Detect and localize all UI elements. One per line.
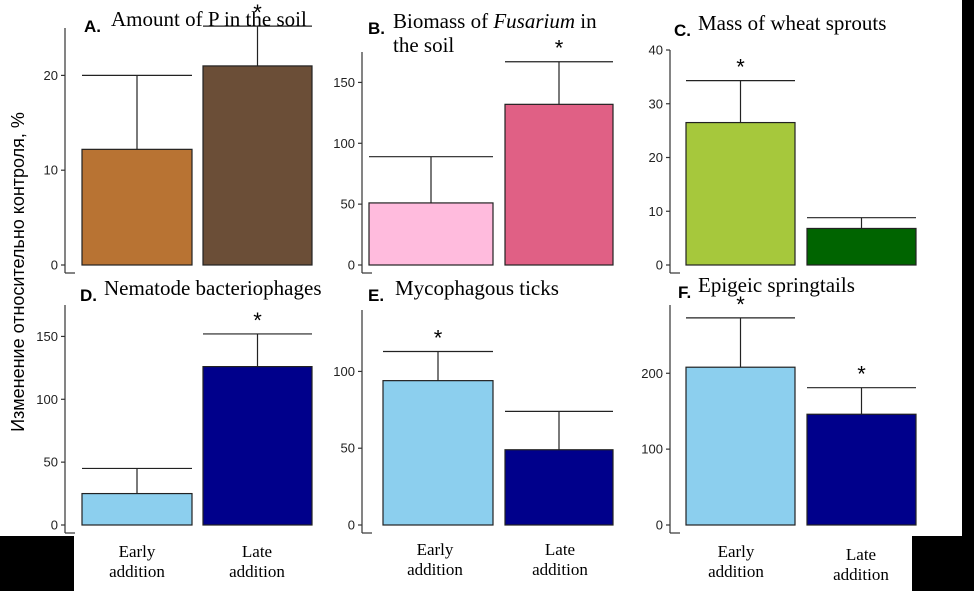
panel-e: 0 50 100 * E. Mycophagous ticks [333,276,614,534]
bar-late [806,413,917,526]
y-tick-label: 0 [51,518,58,533]
title-segment: Nematode bacteriophages [104,276,322,300]
x-category-label: addition [833,565,889,584]
y-tick-label: 200 [641,366,663,381]
significance-star: * [857,362,866,387]
bar-late [504,103,614,266]
significance-star: * [434,325,443,350]
y-tick-label: 100 [333,364,355,379]
y-tick-label: 40 [649,43,663,58]
panel-f: 0 100 200 * * F. Epigeic springtails [641,273,917,534]
bar-late [806,227,917,266]
y-tick-label: 100 [641,442,663,457]
title-segment: Epigeic springtails [698,273,855,297]
panel-letter: C. [674,21,691,40]
bar-early [81,492,193,526]
x-category-label: Late [846,545,876,564]
y-tick-label: 30 [649,96,663,111]
x-category-label: Late [242,542,272,561]
panel-letter: F. [678,283,691,302]
y-tick-label: 150 [333,75,355,90]
x-category-label: Early [417,540,454,559]
bar-early [81,148,193,266]
title-segment: the soil [393,33,454,57]
title-segment: Fusarium [492,9,575,33]
y-tick-label: 0 [348,258,355,273]
panel-title: Mass of wheat sprouts [698,11,886,35]
bar-late [504,449,614,526]
bar-late [202,366,313,526]
panel-title: the soil [393,33,454,57]
significance-star: * [555,36,564,61]
panel-letter: E. [368,286,384,305]
panel-d: 0 50 100 150 * D. Nematode bacteriophages [36,276,322,534]
bar-late [202,65,313,266]
panel-a: 0 10 20 * A. Amount of P in the soil [44,0,313,274]
y-tick-label: 100 [333,136,355,151]
y-tick-label: 20 [44,68,58,83]
panel-title: Biomass of Fusarium in [393,9,597,33]
title-segment: in [575,9,597,33]
y-tick-label: 100 [36,392,58,407]
background-panel [74,530,912,591]
y-tick-label: 50 [341,197,355,212]
x-category-label: addition [708,562,764,581]
y-tick-label: 0 [656,518,663,533]
panel-letter: A. [84,17,101,36]
title-segment: Mycophagous ticks [395,276,559,300]
panel-title: Epigeic springtails [698,273,855,297]
title-segment: Biomass of [393,9,493,33]
bar-early [685,366,796,526]
x-category-label: Early [718,542,755,561]
significance-star: * [253,0,262,25]
x-category-label: addition [532,560,588,579]
x-category-label: Late [545,540,575,559]
panel-title: Nematode bacteriophages [104,276,322,300]
title-segment: Amount of P in the soil [111,7,307,31]
x-category-label: addition [229,562,285,581]
y-tick-label: 150 [36,329,58,344]
y-tick-label: 50 [44,455,58,470]
y-tick-label: 10 [44,163,58,178]
bar-early [368,202,494,266]
x-category-label: addition [109,562,165,581]
panel-title: Mycophagous ticks [395,276,559,300]
bar-early [685,121,796,266]
significance-star: * [253,308,262,333]
panel-c: 0 10 20 30 40 * C. Mass of wheat sprouts [649,11,917,274]
title-segment: Mass of wheat sprouts [698,11,886,35]
y-tick-label: 0 [51,258,58,273]
bar-early [382,380,494,526]
significance-star: * [736,55,745,80]
x-category-label: Early [119,542,156,561]
y-axis-label: Изменение относительно контроля, % [8,112,28,432]
y-tick-label: 10 [649,204,663,219]
y-tick-label: 0 [656,258,663,273]
panel-letter: D. [80,286,97,305]
y-tick-label: 0 [348,518,355,533]
y-tick-label: 50 [341,441,355,456]
y-tick-label: 20 [649,150,663,165]
x-category-label: addition [407,560,463,579]
panel-letter: B. [368,19,385,38]
significance-star: * [736,292,745,317]
panel-title: Amount of P in the soil [111,7,307,31]
